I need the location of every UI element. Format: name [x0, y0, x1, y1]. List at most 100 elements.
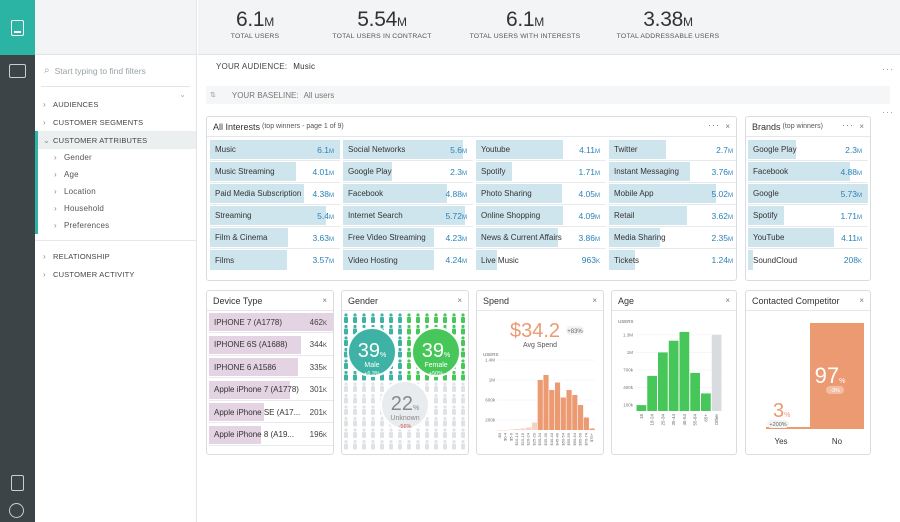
spend-bar[interactable]	[566, 390, 572, 430]
spend-bar[interactable]	[549, 390, 555, 430]
audience-value[interactable]: Music	[293, 62, 316, 71]
more-icon[interactable]: ···	[842, 120, 854, 130]
interest-cell[interactable]: Mobile App 5.02M	[609, 183, 736, 205]
spend-bar[interactable]	[537, 380, 543, 430]
filter-search[interactable]: ⌕ Start typing to find filters	[41, 55, 190, 87]
gender-visual: 39% Male +6.3% 39% Female +50% 22% Unkno…	[344, 313, 465, 450]
tree-item-customer-activity[interactable]: › CUSTOMER ACTIVITY	[35, 265, 196, 283]
x-tick-label: $50-54	[560, 432, 565, 445]
tree-item-customer-attributes[interactable]: ⌄ CUSTOMER ATTRIBUTES	[35, 131, 196, 149]
brand-row[interactable]: YouTube 4.11M	[748, 227, 868, 249]
device-row[interactable]: Apple iPhone SE (A17... 201K	[209, 402, 333, 423]
age-bar[interactable]	[658, 352, 668, 411]
person-icon	[407, 313, 411, 323]
interest-cell[interactable]: Video Hosting 4.24M	[343, 249, 473, 271]
close-icon[interactable]: ×	[859, 122, 864, 131]
spend-bar[interactable]	[572, 395, 578, 430]
interest-cell[interactable]: Streaming 5.4M	[210, 205, 340, 227]
interest-cell[interactable]: Facebook 4.88M	[343, 183, 473, 205]
brand-row[interactable]: Facebook 4.88M	[748, 161, 868, 183]
interest-cell[interactable]: Photo Sharing 4.05M	[476, 183, 606, 205]
close-icon[interactable]: ×	[725, 296, 730, 305]
x-tick-label: Other	[714, 414, 719, 426]
tree-item-age[interactable]: › Age	[35, 166, 196, 183]
age-bar[interactable]	[679, 331, 690, 411]
baseline-value[interactable]: All users	[303, 90, 335, 100]
spend-bar[interactable]	[583, 417, 589, 431]
settings-icon[interactable]	[9, 503, 24, 518]
close-icon[interactable]: ×	[457, 296, 462, 305]
close-icon[interactable]: ×	[859, 296, 864, 305]
brand-row[interactable]: SoundCloud 208K	[748, 249, 868, 271]
audience-menu-icon[interactable]: ···	[882, 64, 894, 74]
interest-cell[interactable]: Films 3.57M	[210, 249, 340, 271]
interest-cell[interactable]: Live Music 963K	[476, 249, 606, 271]
interest-cell[interactable]: Retail 3.62M	[609, 205, 736, 227]
age-bar[interactable]	[701, 393, 711, 411]
device-row[interactable]: Apple iPhone 8 (A19... 196K	[209, 425, 333, 446]
interest-cell[interactable]: Tickets 1.24M	[609, 249, 736, 271]
interest-cell[interactable]: Twitter 2.7M	[609, 139, 736, 161]
person-icon	[452, 439, 456, 450]
swap-icon[interactable]: ⇅	[210, 92, 216, 99]
dashboard-nav-button[interactable]	[0, 0, 35, 55]
spend-bar[interactable]	[589, 428, 595, 431]
brand-row[interactable]: Spotify 1.71M	[748, 205, 868, 227]
y-tick-label: 400k	[623, 385, 634, 390]
interest-cell[interactable]: Google Play 2.3M	[343, 161, 473, 183]
tree-item-audiences[interactable]: › AUDIENCES	[35, 95, 196, 113]
tree-item-gender[interactable]: › Gender	[35, 149, 196, 166]
interest-cell[interactable]: Online Shopping 4.09M	[476, 205, 606, 227]
interest-cell[interactable]: Film & Cinema 3.63M	[210, 227, 340, 249]
device-row[interactable]: IPHONE 6 A1586 335K	[209, 357, 333, 378]
device-row[interactable]: Apple iPhone 7 (A1778) 301K	[209, 380, 333, 401]
reports-icon[interactable]	[11, 475, 24, 491]
filter-search-input[interactable]: Start typing to find filters	[54, 65, 146, 76]
brand-row[interactable]: Google 5.73M	[748, 183, 868, 205]
audience-builder-icon[interactable]	[9, 64, 26, 78]
spend-bar[interactable]	[543, 375, 549, 430]
close-icon[interactable]: ×	[322, 296, 327, 305]
interest-cell[interactable]: News & Current Affairs 3.86M	[476, 227, 606, 249]
brand-row[interactable]: Google Play 2.3M	[748, 139, 868, 161]
spend-bar[interactable]	[578, 405, 584, 430]
tree-item-customer-segments[interactable]: › CUSTOMER SEGMENTS	[35, 113, 196, 131]
spend-bar[interactable]	[497, 430, 503, 431]
tree-item-location[interactable]: › Location	[35, 183, 196, 200]
spend-bar[interactable]	[508, 429, 514, 431]
interest-cell[interactable]: Instant Messaging 3.76M	[609, 161, 736, 183]
device-row[interactable]: IPHONE 6S (A1688) 344K	[209, 335, 333, 356]
age-bar[interactable]	[668, 340, 679, 411]
age-bar[interactable]	[647, 375, 657, 411]
spend-bar[interactable]	[503, 430, 509, 431]
interest-cell[interactable]: Music Streaming 4.01M	[210, 161, 340, 183]
more-icon[interactable]: ···	[708, 120, 720, 130]
tree-item-preferences[interactable]: › Preferences	[35, 217, 196, 234]
interest-cell[interactable]: Music 6.1M	[210, 139, 340, 161]
tree-item-relationship[interactable]: › RELATIONSHIP	[35, 247, 196, 265]
age-bar[interactable]	[690, 372, 700, 411]
device-row[interactable]: IPHONE 7 (A1778) 462K	[209, 312, 333, 333]
interest-cell[interactable]: Free Video Streaming 4.23M	[343, 227, 473, 249]
close-icon[interactable]: ×	[725, 122, 730, 131]
interest-cell[interactable]: Media Sharing 2.35M	[609, 227, 736, 249]
tree-item-household[interactable]: › Household	[35, 200, 196, 217]
collapse-icon[interactable]: ⌄	[179, 90, 186, 99]
spend-bar[interactable]	[514, 429, 520, 430]
spend-bar[interactable]	[531, 422, 538, 431]
section-menu-icon[interactable]: ···	[882, 107, 894, 117]
age-bar[interactable]	[636, 405, 647, 411]
person-icon	[362, 405, 366, 415]
spend-bar[interactable]	[520, 428, 526, 431]
interest-cell[interactable]: Social Networks 5.6M	[343, 139, 473, 161]
interest-cell[interactable]: Internet Search 5.72M	[343, 205, 473, 227]
spend-bar[interactable]	[560, 397, 566, 431]
spend-bar[interactable]	[526, 427, 532, 431]
interest-cell[interactable]: Paid Media Subscription 4.38M	[210, 183, 340, 205]
interest-cell[interactable]: Youtube 4.11M	[476, 139, 606, 161]
interest-cell[interactable]: Spotify 1.71M	[476, 161, 606, 183]
age-bar[interactable]	[711, 334, 722, 411]
spend-bar[interactable]	[554, 382, 561, 431]
device-name: IPHONE 6S (A1688)	[214, 340, 288, 349]
close-icon[interactable]: ×	[592, 296, 597, 305]
